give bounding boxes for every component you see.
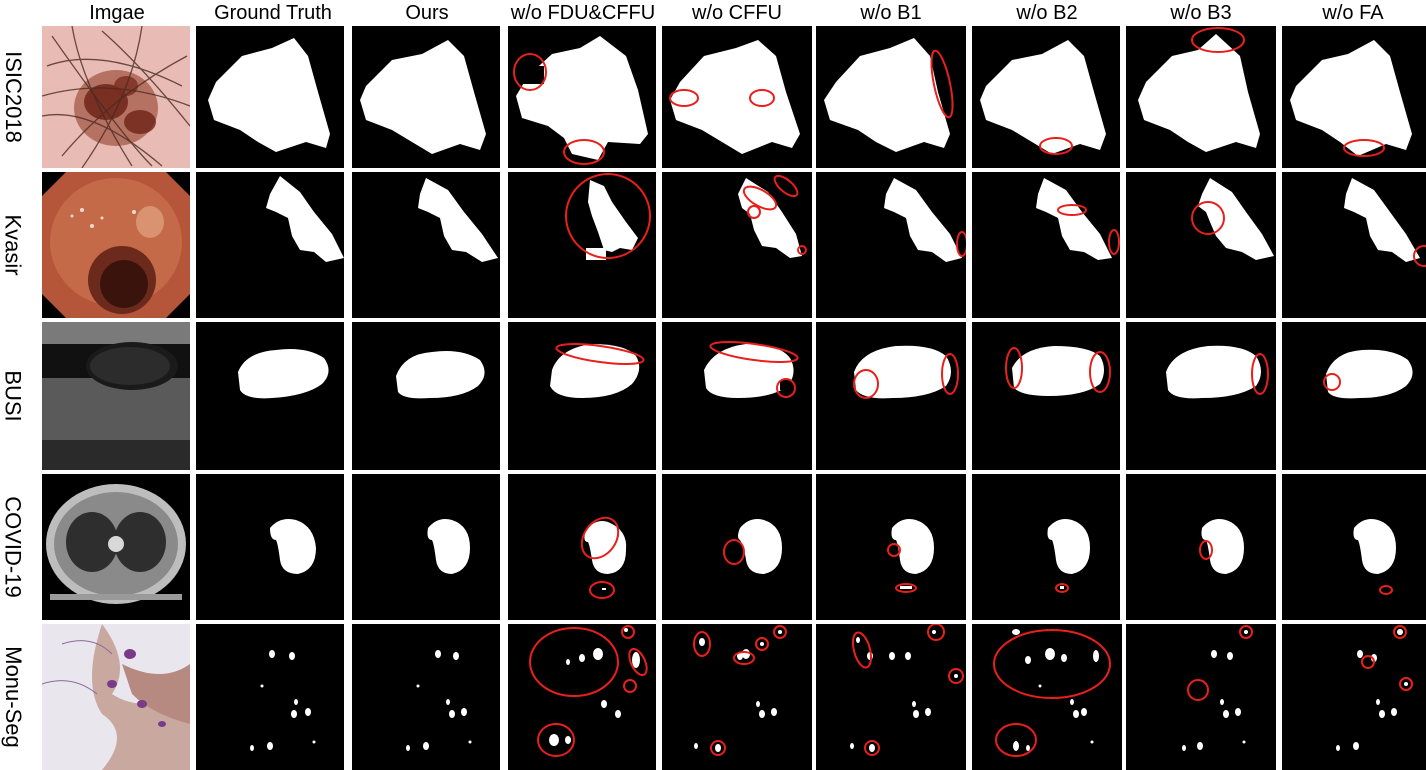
mask-covid-wo-b2 [972,474,1120,620]
mask-covid-wo-fdu-cffu [508,474,656,620]
mask-busi-wo-b1 [816,322,966,470]
mask-kvasir-wo-fa [1282,172,1426,318]
image-busi [42,322,190,470]
mask-monuseg-wo-fa [1282,624,1426,770]
row-label-monuseg: Monu-Seg [1,646,27,748]
mask-busi-gt [196,322,344,470]
mask-isic-gt [196,26,344,168]
mask-monuseg-wo-fdu-cffu [508,624,656,770]
mask-covid-wo-fa [1282,474,1426,620]
mask-monuseg-wo-b3 [1126,624,1276,770]
mask-covid-wo-b1 [816,474,966,620]
col-header-wo-b1: w/o B1 [860,2,922,24]
mask-busi-wo-fdu-cffu [508,322,656,470]
mask-monuseg-wo-b2 [972,624,1122,770]
col-header-ours: Ours [405,2,449,24]
mask-busi-wo-b3 [1126,322,1276,470]
image-isic2018 [42,26,190,168]
col-header-ground-truth: Ground Truth [214,2,332,24]
mask-kvasir-wo-fdu-cffu [508,172,656,318]
col-header-wo-fa: w/o FA [1322,2,1384,24]
mask-isic-wo-b3 [1126,26,1276,168]
row-label-covid19: COVID-19 [1,496,27,598]
mask-monuseg-wo-b1 [816,624,966,770]
row-label-kvasir: Kvasir [1,214,26,276]
mask-kvasir-wo-b1 [816,172,966,318]
image-kvasir [42,172,190,318]
col-header-wo-b3: w/o B3 [1170,2,1232,24]
image-covid19 [42,474,190,620]
mask-kvasir-wo-cffu [662,172,812,318]
mask-kvasir-ours [352,172,500,318]
image-monuseg [42,624,190,770]
mask-isic-wo-fa [1282,26,1426,168]
mask-covid-ours [352,474,500,620]
col-header-wo-cffu: w/o CFFU [692,2,782,24]
mask-monuseg-gt [196,624,344,770]
mask-covid-gt [196,474,344,620]
mask-covid-wo-cffu [662,474,812,620]
mask-monuseg-ours [352,624,500,770]
col-header-image: Imgae [89,2,145,24]
mask-kvasir-gt [196,172,344,318]
mask-isic-ours [352,26,500,168]
col-header-wo-b2: w/o B2 [1016,2,1078,24]
row-label-busi: BUSI [1,370,27,422]
mask-busi-wo-cffu [662,322,812,470]
mask-monuseg-wo-cffu [662,624,812,770]
row-label-isic2018: ISIC2018 [1,51,27,143]
mask-covid-wo-b3 [1126,474,1276,620]
mask-kvasir-wo-b2 [972,172,1120,318]
mask-kvasir-wo-b3 [1126,172,1276,318]
mask-isic-wo-b2 [972,26,1120,168]
mask-busi-wo-b2 [972,322,1120,470]
mask-isic-wo-fdu-cffu [508,26,656,168]
col-header-wo-fdu-cffu: w/o FDU&CFFU [510,2,656,24]
mask-isic-wo-cffu [662,26,812,168]
mask-busi-wo-fa [1282,322,1426,470]
mask-busi-ours [352,322,500,470]
mask-isic-wo-b1 [816,26,966,168]
